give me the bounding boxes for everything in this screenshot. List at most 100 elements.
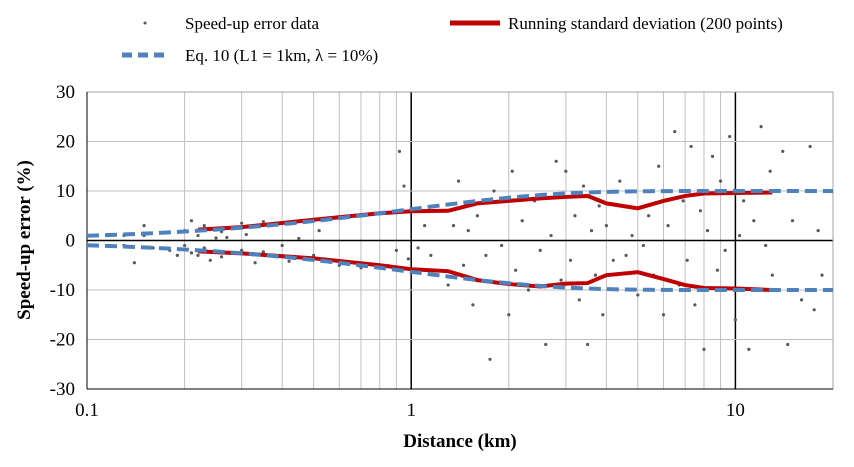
scatter-point [759,125,763,129]
scatter-point [451,224,456,228]
scatter-point [808,144,812,149]
scatter-point [416,246,420,250]
scatter-point [526,288,531,292]
scatter-point [611,258,615,262]
scatter-point [585,342,590,347]
scatter-point [446,283,450,287]
scatter-point [196,233,200,238]
scatter-point [559,278,563,282]
scatter-point [240,248,244,252]
scatter-point [604,224,608,228]
scatter-point [549,233,553,238]
scatter-point [461,263,466,267]
scatter-point [568,258,573,262]
scatter-point [723,248,727,252]
scatter-point [394,248,398,252]
scatter-point [764,243,768,248]
scatter-point [710,154,715,158]
scatter-point [317,229,321,233]
scatter-point [208,258,212,262]
scatter-point [577,298,581,302]
scatter-point [693,303,697,307]
y-tick-label: 0 [66,231,76,252]
scatter-point [507,313,511,317]
scatter-point [641,243,645,248]
scatter-point [737,233,742,238]
scatter-point [647,214,651,218]
y-tick-label: -20 [50,330,75,351]
scatter-point [397,149,402,153]
scatter-point [471,303,475,307]
scatter-point [702,347,706,351]
y-tick-label: 20 [56,132,75,153]
scatter-point [402,184,406,188]
scatter-point [747,347,751,351]
scatter-point [182,243,187,248]
scatter-point [681,199,685,203]
scatter-point [240,221,244,225]
scatter-point [689,144,693,149]
scatter-point [812,308,816,312]
legend-running-label: Running standard deviation (200 points) [508,14,783,33]
scatter-point [196,253,200,257]
scatter-point [768,169,772,173]
scatter-point [189,219,194,223]
scatter-point [685,258,689,262]
scatter-point [661,313,666,317]
scatter-point [781,149,785,153]
scatter-point [225,235,229,240]
scatter-point [718,179,723,183]
y-tick-label: 30 [56,82,75,103]
y-tick-label: -10 [50,280,75,301]
legend-scatter-label: Speed-up error data [185,14,320,33]
scatter-point [630,233,634,238]
scatter-point [770,273,774,277]
scatter-point [142,224,146,228]
x-axis-label: Distance (km) [403,431,516,452]
scatter-point [624,253,628,257]
scatter-point [705,229,710,233]
scatter-point [573,214,577,218]
scatter-point [510,169,514,173]
scatter-point [733,318,738,322]
legend-eq10-label: Eq. 10 (L1 = 1km, λ = 10%) [185,46,378,65]
scatter-point [799,298,804,302]
scatter-point [261,250,265,254]
scatter-point [698,209,703,213]
x-tick-label: 1 [406,400,416,421]
scatter-point [429,253,433,257]
scatter-point [219,255,224,259]
scatter-point [657,164,661,168]
scatter-point [790,219,795,223]
scatter-point [816,229,820,233]
legend: Speed-up error data Running standard dev… [122,14,783,65]
scatter-point [636,293,640,297]
scatter-point [488,357,492,361]
scatter-point [593,273,598,277]
scatter-point [492,189,496,193]
y-tick-label: -30 [50,379,75,400]
legend-scatter-marker [143,21,147,25]
scatter-point [423,224,427,228]
scatter-point [466,229,470,233]
scatter-point [175,253,179,257]
scatter-point [456,179,461,183]
scatter-point [742,199,746,203]
scatter-point [601,313,605,317]
scatter-point [253,261,257,265]
scatter-point [666,224,670,228]
scatter-point [475,214,479,218]
scatter-point [618,179,622,183]
x-tick-label: 0.1 [75,400,99,421]
scatter-point [214,236,218,240]
scatter-point [132,261,136,265]
scatter-point [287,259,291,263]
scatter-point [499,243,504,248]
scatter-point [312,253,316,257]
y-axis-label: Speed-up error (%) [14,160,35,320]
scatter-point [589,229,594,233]
scatter-point [544,342,548,347]
x-tick-label: 10 [726,400,745,421]
scatter-point [564,169,568,173]
scatter-point [820,273,824,277]
